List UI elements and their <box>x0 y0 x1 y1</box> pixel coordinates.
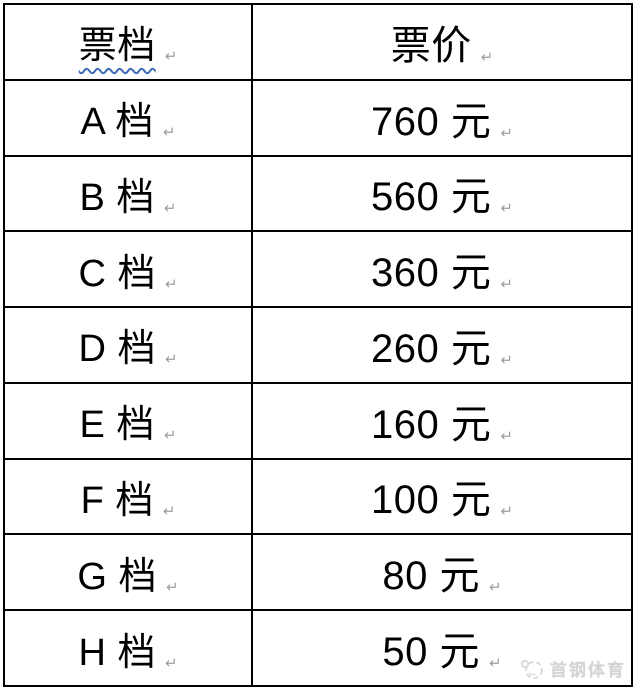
paragraph-mark: ↵ <box>166 578 179 596</box>
tier-label: D 档 <box>78 328 156 371</box>
price-cell: 360 元 ↵ <box>251 230 633 309</box>
tier-cell: C 档 ↵ <box>3 230 253 309</box>
paragraph-mark: ↵ <box>164 275 178 293</box>
price-value: 560 元 <box>371 175 492 220</box>
table-row: D 档 ↵ 260 元 ↵ <box>3 306 633 384</box>
paragraph-mark: ↵ <box>164 48 178 66</box>
price-value: 160 元 <box>371 402 492 447</box>
paragraph-mark: ↵ <box>162 124 176 142</box>
price-cell: 80 元 ↵ <box>251 533 633 612</box>
paragraph-mark: ↵ <box>500 503 513 521</box>
price-cell: 160 元 ↵ <box>251 381 633 460</box>
table-row: F 档 ↵ 100 元 ↵ <box>3 457 633 536</box>
header-cell-tier: 票档 ↵ <box>3 3 253 81</box>
tier-label: H 档 <box>78 631 156 674</box>
header-tier-label: 票档 <box>78 25 156 68</box>
paragraph-mark: ↵ <box>162 502 176 520</box>
tier-label: B 档 <box>79 176 155 219</box>
tier-cell: F 档 ↵ <box>3 457 253 536</box>
table-row: E 档 ↵ 160 元 ↵ <box>3 381 633 460</box>
ticket-price-table: 票档 ↵ 票价 ↵ A 档 ↵ 760 元 ↵ B 档 ↵ 560 元 ↵ C 档 <box>3 3 633 687</box>
price-value: 50 元 <box>382 630 481 675</box>
paragraph-mark: ↵ <box>163 199 177 217</box>
price-value: 80 元 <box>382 554 481 599</box>
header-cell-price: 票价 ↵ <box>251 3 633 81</box>
paragraph-mark: ↵ <box>500 124 513 142</box>
tier-cell: B 档 ↵ <box>3 154 253 233</box>
price-value: 100 元 <box>371 478 492 523</box>
paragraph-mark: ↵ <box>500 427 513 445</box>
paragraph-mark: ↵ <box>480 48 494 66</box>
price-cell: 560 元 ↵ <box>251 154 633 233</box>
tier-cell: A 档 ↵ <box>3 78 253 157</box>
tier-cell: E 档 ↵ <box>3 381 253 460</box>
table-row: A 档 ↵ 760 元 ↵ <box>3 78 633 157</box>
paragraph-mark: ↵ <box>164 351 178 369</box>
tier-cell: G 档 ↵ <box>3 533 253 612</box>
price-value: 360 元 <box>371 251 492 296</box>
paragraph-mark: ↵ <box>163 427 177 445</box>
price-cell: 100 元 ↵ <box>251 457 633 536</box>
table-row: H 档 ↵ 50 元 ↵ <box>3 609 633 687</box>
paragraph-mark: ↵ <box>500 200 513 218</box>
paragraph-mark: ↵ <box>500 351 513 369</box>
tier-cell: H 档 ↵ <box>3 609 253 687</box>
table-row: C 档 ↵ 360 元 ↵ <box>3 230 633 309</box>
price-cell: 50 元 ↵ <box>251 609 633 687</box>
tier-label: G 档 <box>77 555 158 598</box>
tier-cell: D 档 ↵ <box>3 306 253 384</box>
price-value: 260 元 <box>371 326 492 371</box>
price-cell: 760 元 ↵ <box>251 78 633 157</box>
price-cell: 260 元 ↵ <box>251 306 633 384</box>
tier-label: E 档 <box>79 404 155 447</box>
tier-label: A 档 <box>80 101 154 144</box>
table-row: G 档 ↵ 80 元 ↵ <box>3 533 633 612</box>
tier-label: C 档 <box>78 252 156 295</box>
tier-label: F 档 <box>80 479 154 522</box>
paragraph-mark: ↵ <box>489 655 502 673</box>
paragraph-mark: ↵ <box>164 654 178 672</box>
paragraph-mark: ↵ <box>500 276 513 294</box>
paragraph-mark: ↵ <box>489 579 502 597</box>
price-value: 760 元 <box>371 99 492 144</box>
table-row: B 档 ↵ 560 元 ↵ <box>3 154 633 233</box>
header-price-label: 票价 <box>390 23 472 68</box>
table-header-row: 票档 ↵ 票价 ↵ <box>3 3 633 81</box>
